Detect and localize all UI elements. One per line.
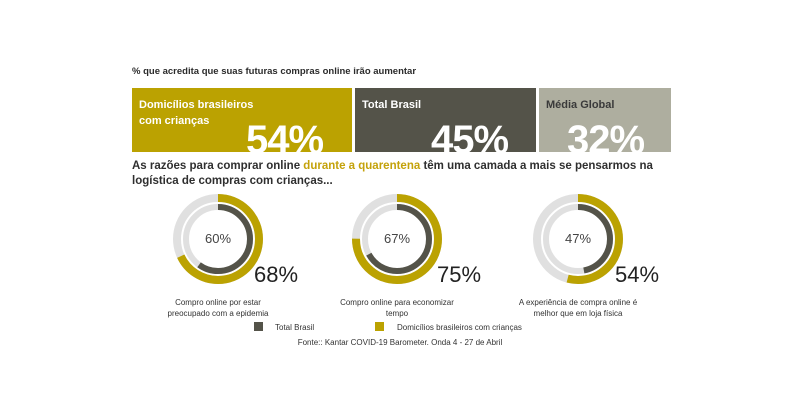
donut-arc-kids-2 [352,194,442,284]
stat-box-global: Média Global 32% [539,88,671,152]
stat-box-kids: Domicílios brasileiros com crianças 54% [132,88,352,152]
legend-swatch-kids [375,322,384,331]
donut-outer-value-2: 75% [437,262,482,287]
donut-arc-brasil-3 [543,204,613,274]
donut-caption-3: A experiência de compra online é melhor … [518,298,638,318]
stat-label-kids: Domicílios brasileiros com crianças [139,99,254,127]
headline-part1: As razões para comprar online [132,160,304,172]
donut-inner-value-2: 67% [383,231,411,246]
donut-svg-1 [173,194,263,284]
donut-chart-1: 60% [173,194,263,284]
donut-arc-brasil-2 [362,204,432,274]
donut-arc-kids-1 [173,194,263,284]
donut-caption-1: Compro online por estar preocupado com a… [167,298,269,318]
donut-svg-3 [533,194,623,284]
donut-outer-value-1: 68% [254,262,299,287]
donut-inner-value-3: 47% [564,231,592,246]
donut-svg-2 [352,194,442,284]
legend-swatch-brasil [254,322,263,331]
headline-part2: têm uma camada a mais se pensarmos na lo… [132,160,653,187]
stat-value-global: 32% [567,118,645,152]
donut-chart-3: 47% [533,194,623,284]
chart-caption: % que acredita que suas futuras compras … [132,66,417,77]
stat-box-brasil: Total Brasil 45% [355,88,536,152]
donut-outer-value-3: 54% [615,262,660,287]
donut-arc-brasil-1 [183,204,253,274]
legend-label-brasil: Total Brasil [275,323,315,332]
stat-value-brasil: 45% [431,118,509,152]
legend-label-kids: Domicílios brasileiros com crianças [397,323,522,332]
stat-label-global: Média Global [546,99,615,111]
donut-inner-value-1: 60% [204,231,232,246]
stat-label-brasil: Total Brasil [362,99,422,111]
source-note: Fonte:: Kantar COVID-19 Barometer. Onda … [297,338,503,347]
donut-arc-kids-3 [533,194,623,284]
headline-highlight: durante a quarentena [303,160,421,172]
donut-chart-2: 67% [352,194,442,284]
headline: As razões para comprar online durante a … [132,159,672,189]
donut-caption-2: Compro online para economizar tempo [340,298,454,318]
stat-value-kids: 54% [246,118,324,152]
